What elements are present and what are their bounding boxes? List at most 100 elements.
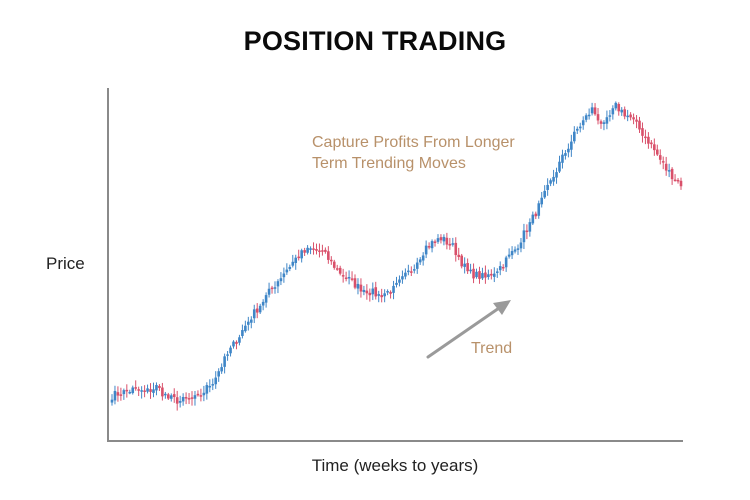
candle-down xyxy=(368,292,372,296)
candle-down xyxy=(525,230,529,233)
candle-up xyxy=(584,115,588,120)
candle-down xyxy=(190,397,194,399)
candle-up xyxy=(229,347,232,354)
candle-down xyxy=(116,392,120,396)
candle-up xyxy=(300,250,303,259)
candle-up xyxy=(587,114,591,117)
candle-up xyxy=(614,102,618,109)
candle-up xyxy=(510,251,514,256)
candle-up xyxy=(362,289,366,293)
candle-up xyxy=(110,399,114,403)
candle-down xyxy=(350,278,354,280)
candle-down xyxy=(478,271,481,279)
candle-down xyxy=(125,389,129,392)
candle-up xyxy=(578,126,582,129)
candle-up xyxy=(442,236,446,242)
candle-down xyxy=(137,389,140,391)
candle-up xyxy=(282,273,286,278)
candle-up xyxy=(285,269,289,273)
candle-up xyxy=(226,354,229,356)
candle-up xyxy=(223,356,226,367)
candle-up xyxy=(412,269,416,271)
candle-down xyxy=(149,389,152,392)
candle-up xyxy=(208,385,212,388)
candle-up xyxy=(261,301,265,306)
candle-down xyxy=(119,394,123,396)
candle-down xyxy=(365,290,369,294)
candle-up xyxy=(279,278,283,282)
candle-down xyxy=(335,268,339,270)
candle-up xyxy=(540,197,544,205)
candle-down xyxy=(303,250,306,253)
candle-down xyxy=(457,254,461,258)
candle-up xyxy=(611,108,615,115)
candle-up xyxy=(602,122,606,124)
candle-up xyxy=(519,242,523,249)
candle-up xyxy=(573,131,576,142)
candle-down xyxy=(167,394,170,399)
candle-down xyxy=(484,272,487,278)
candle-down xyxy=(332,261,336,268)
candle-up xyxy=(516,248,520,250)
candle-up xyxy=(620,109,624,113)
candle-down xyxy=(161,387,164,397)
candle-up xyxy=(543,190,546,198)
candle-down xyxy=(629,114,632,118)
candle-up xyxy=(546,184,549,190)
candle-down xyxy=(635,119,638,122)
candle-up xyxy=(178,401,182,403)
candle-up xyxy=(377,294,381,296)
candle-down xyxy=(330,259,333,262)
candle-up xyxy=(193,395,197,399)
trend-label: Trend xyxy=(471,340,513,357)
candle-up xyxy=(128,391,132,394)
candle-up xyxy=(181,397,185,402)
candle-up xyxy=(217,371,220,377)
candle-up xyxy=(404,272,407,277)
candle-up xyxy=(164,393,167,396)
candle-up xyxy=(146,388,149,392)
candle-up xyxy=(291,261,295,266)
candles-group xyxy=(110,101,683,411)
candle-up xyxy=(552,176,555,182)
candle-down xyxy=(676,179,680,182)
candle-up xyxy=(401,276,404,280)
candle-down xyxy=(679,180,683,187)
candle-down xyxy=(655,149,659,155)
candle-down xyxy=(448,243,452,246)
candle-down xyxy=(670,168,674,180)
candle-up xyxy=(220,367,223,372)
candle-up xyxy=(386,291,389,293)
candle-down xyxy=(359,284,363,292)
candle-down xyxy=(623,109,626,117)
candle-up xyxy=(247,321,250,325)
candle-down xyxy=(647,136,650,144)
candle-up xyxy=(202,392,206,396)
candle-down xyxy=(270,287,274,290)
candle-up xyxy=(398,279,401,283)
candle-down xyxy=(638,120,641,130)
candle-up xyxy=(522,230,526,243)
candle-down xyxy=(617,104,621,112)
candle-up xyxy=(288,266,292,269)
candle-up xyxy=(258,305,262,313)
candle-up xyxy=(537,203,541,216)
candle-up xyxy=(232,341,235,347)
candle-down xyxy=(460,255,463,267)
candle-down xyxy=(650,142,653,145)
candle-up xyxy=(531,214,535,224)
candle-up xyxy=(276,281,280,287)
candle-down xyxy=(472,268,475,279)
candle-up xyxy=(549,180,552,184)
candle-down xyxy=(466,263,469,272)
candle-up xyxy=(528,222,532,232)
candle-up xyxy=(241,330,244,336)
candle-down xyxy=(433,241,437,243)
candle-up xyxy=(244,325,247,332)
candle-up xyxy=(238,337,241,343)
candle-up xyxy=(605,117,609,124)
candle-down xyxy=(315,249,318,251)
annotation-note-line-2: Term Trending Moves xyxy=(312,155,466,172)
candle-down xyxy=(327,251,330,260)
